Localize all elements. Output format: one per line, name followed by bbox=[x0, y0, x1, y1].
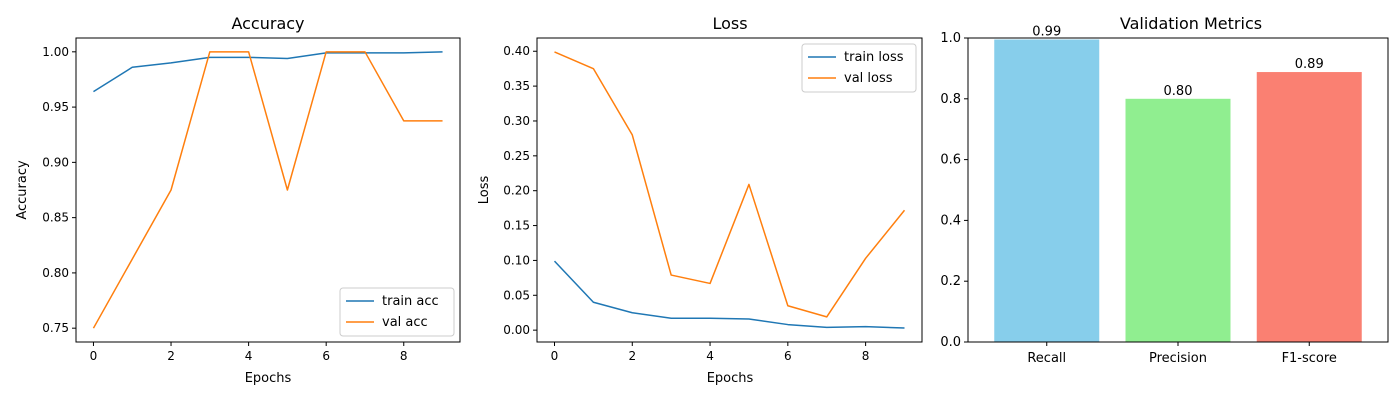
accuracy-x-tick-label: 0 bbox=[90, 349, 98, 363]
accuracy-y-tick-label: 1.00 bbox=[42, 45, 69, 59]
loss-y-tick-label: 0.40 bbox=[503, 44, 530, 58]
validation-metrics-x-tick-label: F1-score bbox=[1282, 351, 1337, 366]
loss-x-tick-label: 0 bbox=[551, 349, 559, 363]
accuracy-y-tick-label: 0.90 bbox=[42, 155, 69, 169]
accuracy-chart: Accuracy Epochs Accuracy 0 2 4 6 8 0.75 0.80 0.… bbox=[15, 14, 461, 386]
loss-chart: Loss Epochs Loss 0 2 4 6 8 0.00 0.05 0.10 0.15 0.… bbox=[477, 14, 923, 386]
loss-y-tick-label: 0.35 bbox=[503, 79, 530, 93]
accuracy-chart-title: Accuracy bbox=[231, 14, 304, 33]
validation-metrics-y-tick-label: 0.2 bbox=[940, 274, 961, 289]
loss-y-tick-label: 0.20 bbox=[503, 184, 530, 198]
validation-metrics-x-tick-label: Recall bbox=[1027, 351, 1066, 366]
loss-series-line-2 bbox=[554, 51, 906, 318]
bar-f1-score bbox=[1256, 72, 1362, 342]
validation-metrics-y-tick-label: 0.4 bbox=[940, 213, 961, 228]
validation-metrics-plot-area: 0.99 Recall 0.80 Precision 0.89 F1-score 0.0 0.… bbox=[940, 25, 1389, 366]
validation-metrics-chart: Validation Metrics 0.99 Recall 0.80 Precisi… bbox=[940, 14, 1389, 366]
loss-x-tick-label: 2 bbox=[628, 349, 636, 363]
bar-value-label: 0.80 bbox=[1164, 84, 1193, 99]
accuracy-legend: train acc val acc bbox=[339, 287, 455, 337]
loss-axes-frame bbox=[536, 37, 923, 343]
loss-x-tick-label: 6 bbox=[784, 349, 792, 363]
accuracy-axes-frame bbox=[75, 37, 461, 343]
validation-metrics-x-tick-label: Precision bbox=[1149, 351, 1207, 366]
loss-chart-title: Loss bbox=[712, 14, 747, 33]
accuracy-y-axis-label: Accuracy bbox=[15, 160, 30, 220]
bar-recall bbox=[994, 39, 1100, 343]
loss-legend-box bbox=[801, 43, 917, 93]
loss-y-tick-label: 0.25 bbox=[503, 149, 530, 163]
accuracy-legend-box bbox=[339, 287, 455, 337]
accuracy-series-line-1 bbox=[93, 51, 443, 93]
accuracy-x-tick-label: 4 bbox=[245, 349, 253, 363]
accuracy-x-axis-label: Epochs bbox=[245, 371, 292, 386]
loss-legend-label: val loss bbox=[844, 71, 893, 86]
validation-metrics-y-tick-label: 0.0 bbox=[940, 335, 961, 350]
accuracy-y-tick-label: 0.75 bbox=[42, 321, 69, 335]
bar-value-label: 0.99 bbox=[1032, 25, 1061, 40]
loss-y-tick-label: 0.15 bbox=[503, 219, 530, 233]
accuracy-x-tick-label: 2 bbox=[167, 349, 175, 363]
accuracy-series-line-2 bbox=[92, 51, 443, 329]
loss-x-tick-label: 4 bbox=[706, 349, 714, 363]
loss-y-axis-label: Loss bbox=[477, 176, 492, 205]
loss-x-axis-label: Epochs bbox=[707, 371, 754, 386]
accuracy-x-tick-label: 8 bbox=[400, 349, 408, 363]
accuracy-x-tick-label: 6 bbox=[322, 349, 330, 363]
accuracy-plot-area: 0 2 4 6 8 0.75 0.80 0.85 0.90 0.95 1.00 train acc va… bbox=[42, 37, 461, 363]
loss-plot-area: 0 2 4 6 8 0.00 0.05 0.10 0.15 0.20 0.25 0.30 0.35 0.4… bbox=[503, 37, 923, 363]
loss-legend-label: train loss bbox=[844, 50, 904, 65]
loss-y-tick-label: 0.00 bbox=[503, 323, 530, 337]
loss-legend: train loss val loss bbox=[801, 43, 917, 93]
loss-y-tick-label: 0.05 bbox=[503, 288, 530, 302]
validation-metrics-y-tick-label: 0.6 bbox=[940, 153, 961, 168]
loss-y-tick-label: 0.10 bbox=[503, 253, 530, 267]
validation-metrics-axes-frame bbox=[967, 37, 1389, 343]
accuracy-legend-label: val acc bbox=[382, 315, 428, 330]
bar-precision bbox=[1125, 98, 1231, 342]
accuracy-y-tick-label: 0.80 bbox=[42, 266, 69, 280]
accuracy-y-tick-label: 0.85 bbox=[42, 211, 69, 225]
accuracy-legend-label: train acc bbox=[382, 294, 439, 309]
loss-y-tick-label: 0.30 bbox=[503, 114, 530, 128]
validation-metrics-y-tick-label: 1.0 bbox=[940, 31, 961, 46]
loss-x-tick-label: 8 bbox=[862, 349, 870, 363]
validation-metrics-y-tick-label: 0.8 bbox=[940, 92, 961, 107]
accuracy-y-tick-label: 0.95 bbox=[42, 100, 69, 114]
bar-value-label: 0.89 bbox=[1295, 57, 1324, 72]
loss-series-line-1 bbox=[553, 260, 905, 329]
validation-metrics-chart-title: Validation Metrics bbox=[1120, 14, 1262, 33]
